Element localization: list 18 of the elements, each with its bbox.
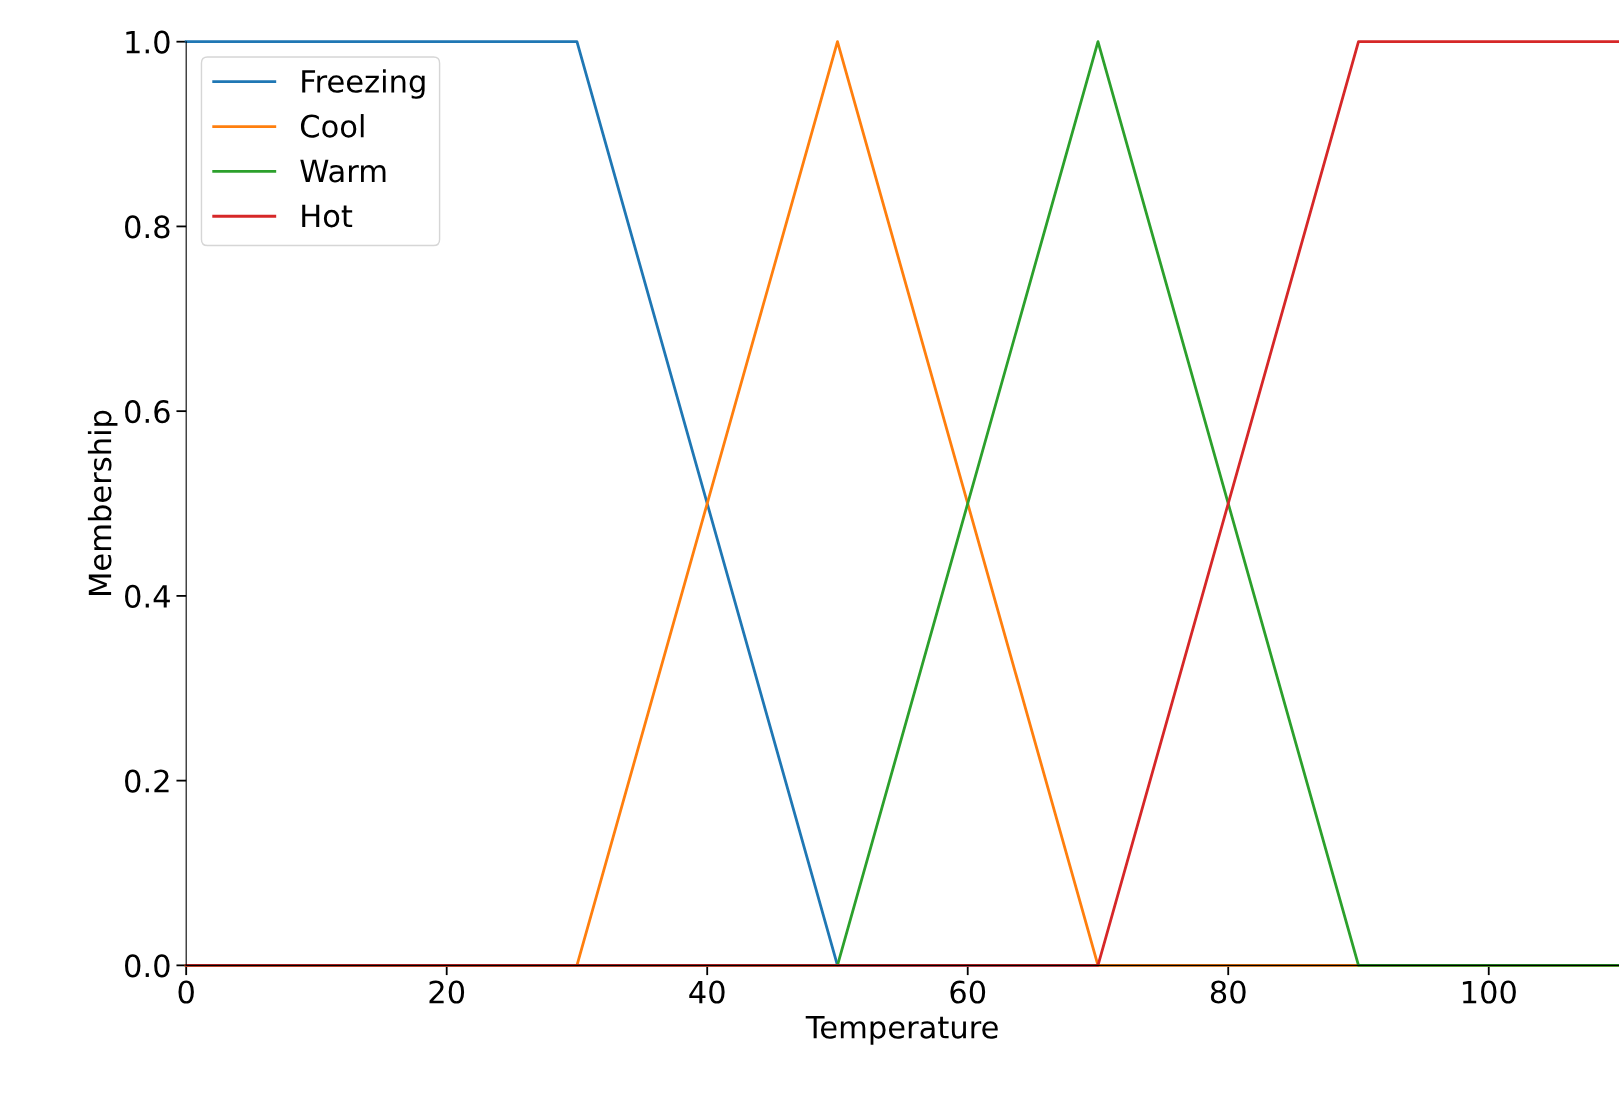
y-tick-label: 0.2 xyxy=(125,769,169,793)
legend-label: Freezing xyxy=(302,69,425,99)
x-tick-label: 0 xyxy=(178,980,194,1004)
y-tick-label: 0.4 xyxy=(125,584,170,608)
legend-label: Cool xyxy=(300,114,364,138)
x-tick-label: 20 xyxy=(429,980,465,1004)
y-tick-label: 1.0 xyxy=(126,30,170,54)
y-tick-label: 0.0 xyxy=(125,954,170,978)
y-axis-title: Membership xyxy=(87,410,118,595)
x-tick-label: 80 xyxy=(1210,980,1246,1004)
legend-label: Warm xyxy=(300,159,386,183)
y-tick-label: 0.8 xyxy=(125,215,170,239)
legend-label: Hot xyxy=(302,204,353,228)
x-axis-title: Temperature xyxy=(805,1016,998,1045)
x-tick-label: 100 xyxy=(1462,980,1516,1004)
x-tick-label: 40 xyxy=(689,980,725,1004)
y-tick-label: 0.6 xyxy=(125,400,170,424)
x-tick-label: 60 xyxy=(950,980,986,1004)
